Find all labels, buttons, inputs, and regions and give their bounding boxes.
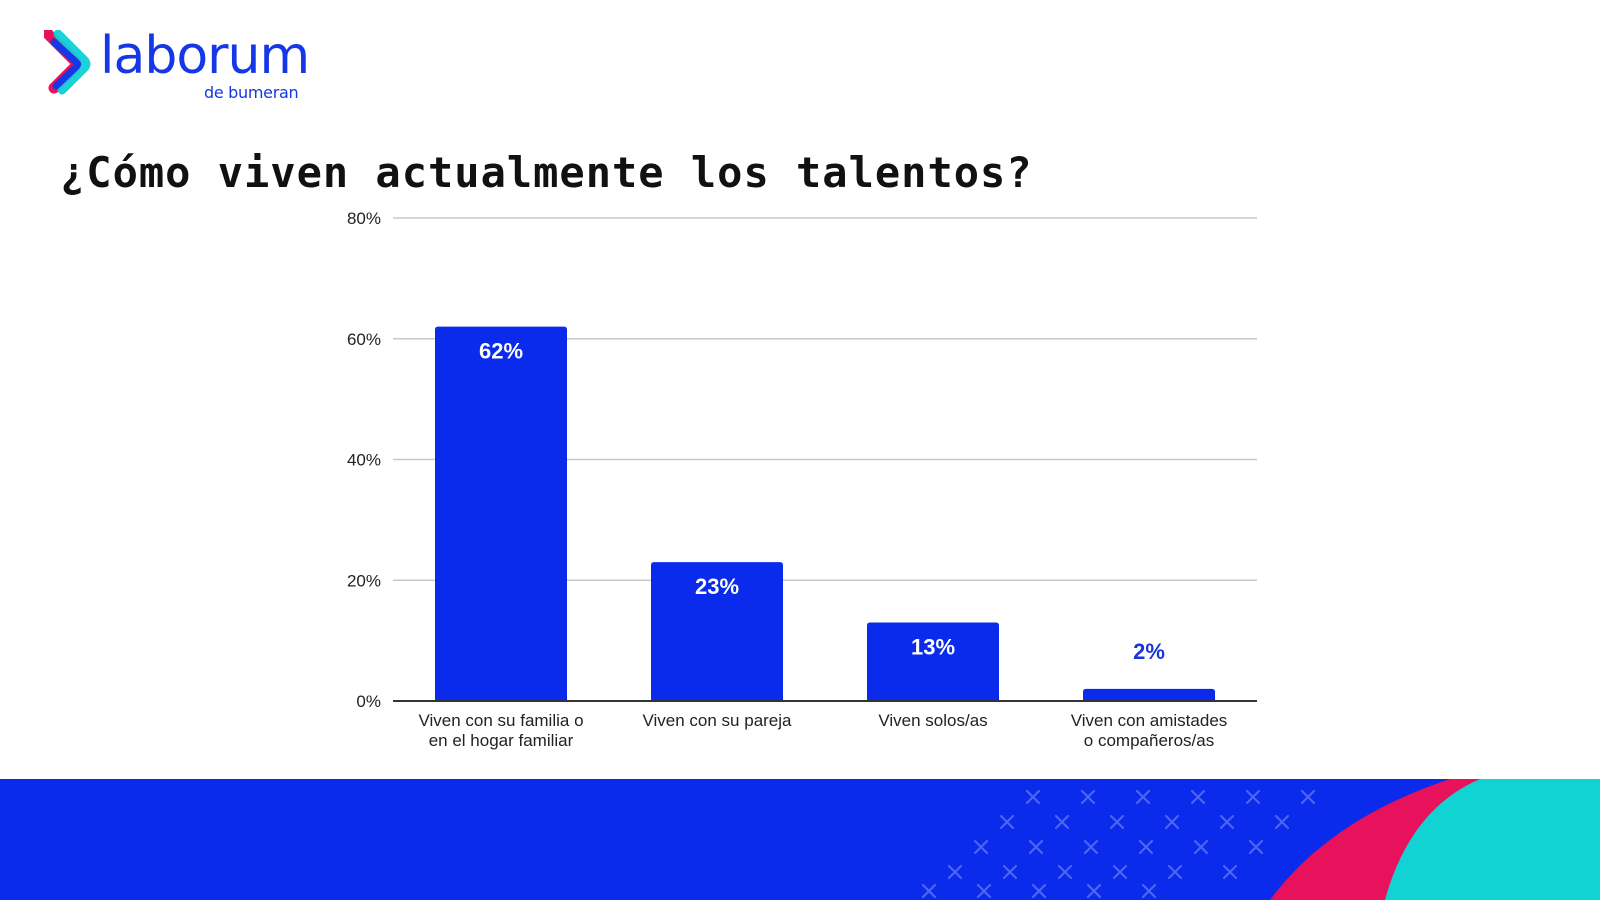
y-tick-label: 60% xyxy=(347,330,381,349)
data-label: 13% xyxy=(911,635,955,660)
decorative-cross xyxy=(1109,814,1125,830)
bar xyxy=(1083,688,1215,701)
decorative-cross xyxy=(1274,814,1290,830)
category-label: Viven con su familia o en el hogar famili… xyxy=(418,711,583,750)
decorative-cross xyxy=(976,883,992,899)
bars xyxy=(435,326,1215,701)
data-label: 2% xyxy=(1133,639,1165,664)
decorative-cross xyxy=(999,814,1015,830)
decorative-cross xyxy=(1300,789,1316,805)
decorative-cross xyxy=(1248,839,1264,855)
y-tick-label: 0% xyxy=(356,692,381,711)
decorative-cross xyxy=(1164,814,1180,830)
decorative-cross xyxy=(1245,789,1261,805)
decorative-cross xyxy=(921,883,937,899)
decorative-cross xyxy=(1138,839,1154,855)
decorative-cross xyxy=(1141,883,1157,899)
bar xyxy=(435,326,567,701)
data-label: 23% xyxy=(695,574,739,599)
decorative-cross xyxy=(1025,789,1041,805)
y-axis-ticks: 0% 20% 40% 60% 80% xyxy=(347,209,381,711)
decorative-cross xyxy=(1219,814,1235,830)
brand-subtitle: de bumeran xyxy=(204,83,299,102)
category-label: Viven con amistades o compañeros/as xyxy=(1071,711,1228,750)
chevron-logo-icon xyxy=(44,30,91,95)
decorative-cross xyxy=(1031,883,1047,899)
bar xyxy=(651,562,783,701)
decorative-cross xyxy=(973,839,989,855)
decorative-cross xyxy=(1057,864,1073,880)
decorative-cross xyxy=(1222,864,1238,880)
bar xyxy=(867,622,999,701)
decorative-cross xyxy=(947,864,963,880)
decorative-cross xyxy=(1167,864,1183,880)
brand-name: laborum xyxy=(100,26,310,86)
decorative-cross xyxy=(1112,864,1128,880)
decorative-cross xyxy=(1028,839,1044,855)
decorative-cross xyxy=(1135,789,1151,805)
bar-chart: 0% 20% 40% 60% 80% 62% 23% 13% 2% Viven con su … xyxy=(347,209,1257,750)
y-tick-label: 40% xyxy=(347,451,381,470)
page-title: ¿Cómo viven actualmente los talentos? xyxy=(60,148,1033,197)
decorative-cross xyxy=(1080,789,1096,805)
decorative-cross xyxy=(1190,789,1206,805)
category-labels: Viven con su familia o en el hogar famili… xyxy=(418,711,1227,750)
y-tick-label: 20% xyxy=(347,571,381,590)
footer-decoration xyxy=(0,779,1600,900)
brand-logo: laborum de bumeran xyxy=(44,26,324,108)
y-tick-label: 80% xyxy=(347,209,381,228)
decorative-cross xyxy=(1086,883,1102,899)
decorative-cross xyxy=(1002,864,1018,880)
data-labels: 62% 23% 13% 2% xyxy=(479,339,1165,664)
footer-band xyxy=(0,779,1600,900)
decorative-cross xyxy=(1083,839,1099,855)
footer-cross-pattern xyxy=(921,789,1316,899)
decorative-cross xyxy=(1054,814,1070,830)
decorative-cross xyxy=(1193,839,1209,855)
data-label: 62% xyxy=(479,339,523,364)
category-label: Viven con su pareja xyxy=(642,711,792,730)
category-label: Viven solos/as xyxy=(878,711,987,730)
